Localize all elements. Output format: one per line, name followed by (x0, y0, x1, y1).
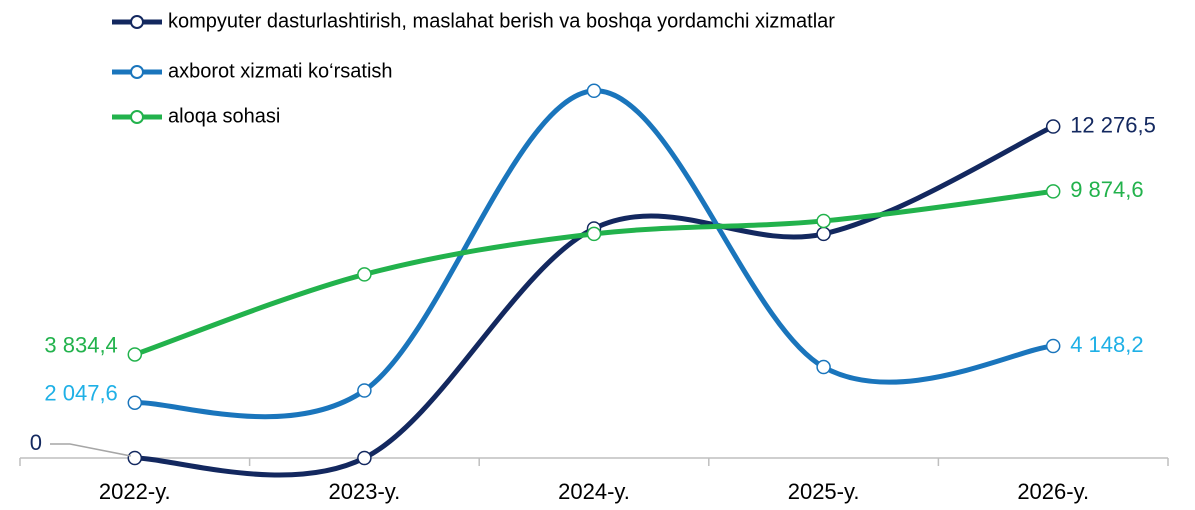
data-point (1045, 119, 1061, 134)
data-label: 0 (30, 430, 42, 455)
series-line (134, 124, 1055, 478)
data-point (586, 83, 602, 99)
data-point (357, 267, 372, 282)
data-point (357, 450, 372, 466)
data-point (1045, 184, 1061, 199)
data-point (127, 450, 143, 466)
data-point (816, 226, 831, 242)
legend-marker (130, 65, 144, 79)
data-point (816, 213, 831, 229)
legend-label: aloqa sohasi (168, 105, 280, 127)
legend-marker (130, 15, 144, 29)
data-label: 4 148,2 (1070, 332, 1143, 357)
data-label: 9 874,6 (1070, 177, 1143, 202)
x-tick-label: 2025-y. (788, 479, 860, 504)
data-point (357, 383, 372, 398)
data-point (127, 395, 143, 410)
data-label: 12 276,5 (1070, 112, 1156, 137)
data-point (586, 226, 602, 242)
x-tick-label: 2026-y. (1017, 479, 1089, 504)
legend-label: axborot xizmati ko‘rsatish (168, 60, 393, 82)
x-tick-label: 2023-y. (329, 479, 401, 504)
data-point (127, 347, 143, 362)
data-label: 3 834,4 (44, 332, 117, 357)
data-point (1045, 338, 1061, 354)
series-line (134, 88, 1054, 420)
legend-label: kompyuter dasturlashtirish, maslahat ber… (168, 10, 835, 32)
data-label: 2 047,6 (44, 381, 117, 406)
series-line (133, 188, 1054, 357)
x-tick-label: 2022-y. (99, 479, 171, 504)
label-leader (50, 443, 131, 457)
legend-marker (130, 110, 144, 124)
x-tick-label: 2024-y. (558, 479, 630, 504)
data-point (816, 359, 831, 375)
